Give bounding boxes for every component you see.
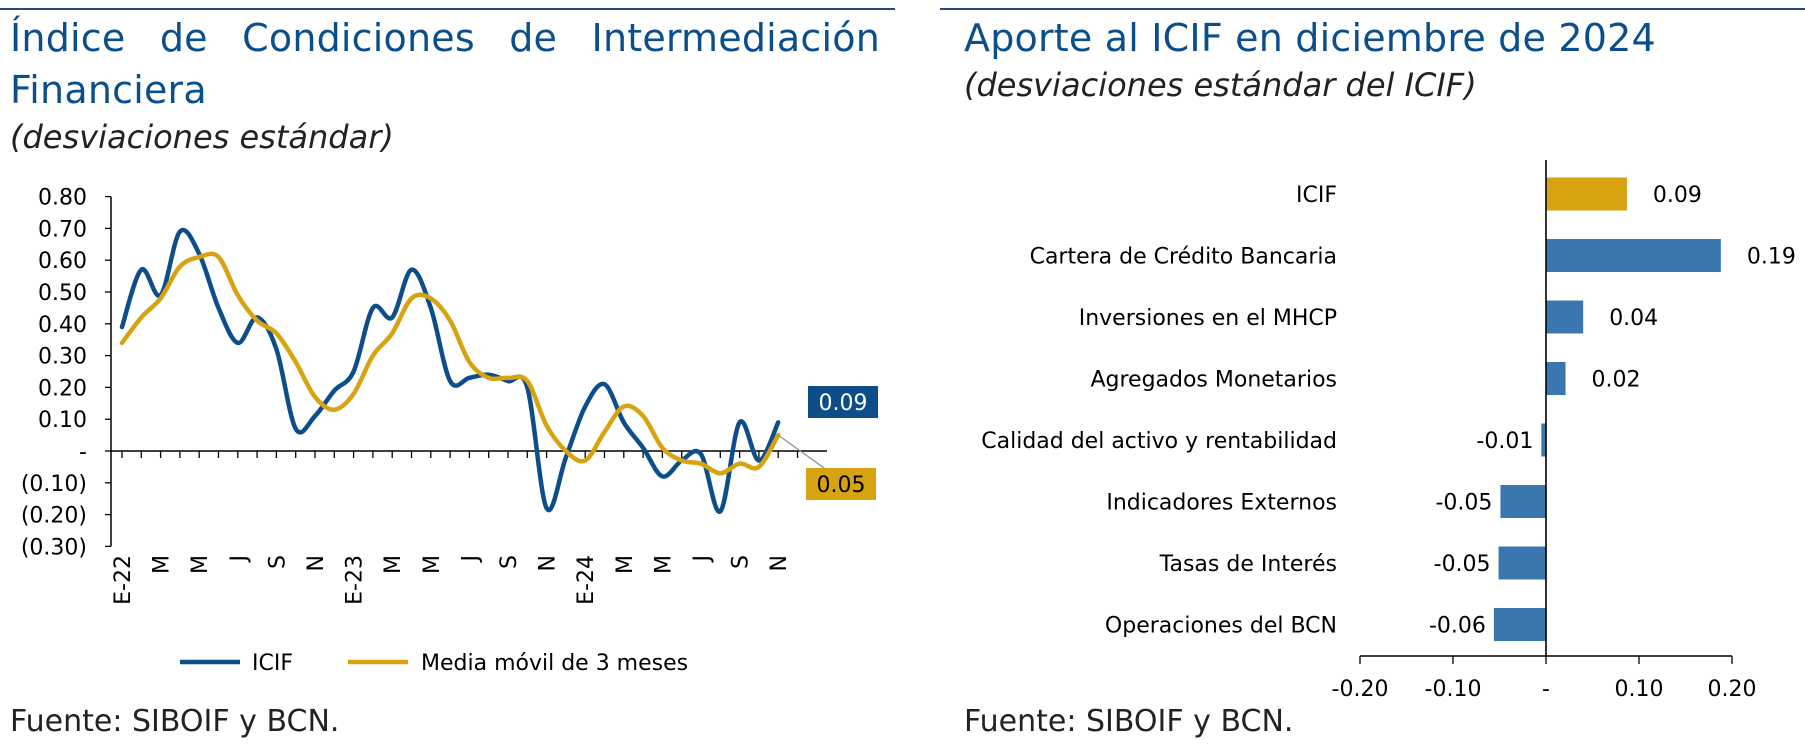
value-label: 0.04 <box>1609 306 1658 331</box>
bar <box>1541 423 1546 457</box>
value-label: -0.05 <box>1434 552 1491 577</box>
right-top-rule <box>940 8 1805 10</box>
x-tick-label: N <box>767 555 792 571</box>
left-source-note: Fuente: SIBOIF y BCN. <box>10 704 340 739</box>
y-tick-label: (0.10) <box>21 472 87 497</box>
series-line-icif <box>119 227 781 514</box>
x-tick-label: J <box>458 555 483 564</box>
legend-label-moving-average: Media móvil de 3 meses <box>421 651 688 676</box>
x-tick-label: M <box>188 555 213 574</box>
x-tick-label: M <box>150 555 175 574</box>
x-tick-label: N <box>536 555 561 571</box>
y-tick-label: 0.40 <box>38 313 87 338</box>
callout-label-icif: 0.09 <box>819 391 868 416</box>
category-label: Cartera de Crédito Bancaria <box>1030 245 1337 270</box>
left-chart-subtitle: (desviaciones estándar) <box>10 118 394 156</box>
icif-line-chart: 0.80 0.70 0.60 0.50 0.40 0.30 0.20 0.10 - (0.10) (… <box>21 186 878 676</box>
x-tick-label: -0.10 <box>1425 677 1482 702</box>
x-tick-label: E-24 <box>574 555 599 605</box>
value-label: -0.01 <box>1476 429 1533 454</box>
x-tick-label: E-23 <box>343 555 368 605</box>
value-label: 0.02 <box>1592 368 1641 393</box>
y-tick-label: (0.20) <box>21 504 87 529</box>
series-line-moving-average <box>119 251 781 476</box>
left-chart-title: Índice de Condiciones de Intermediación … <box>10 16 880 112</box>
x-tick-label: N <box>304 555 329 571</box>
bar <box>1493 608 1546 641</box>
y-tick-label: - <box>79 440 87 465</box>
bar <box>1500 485 1546 518</box>
x-tick-label: J <box>227 555 252 564</box>
x-tick-label: M <box>613 555 638 574</box>
y-tick-label: 0.70 <box>38 217 87 242</box>
x-tick-label: S <box>497 555 522 569</box>
bar <box>1546 362 1566 395</box>
legend-label-icif: ICIF <box>252 651 293 676</box>
bar <box>1546 239 1721 272</box>
x-tick-label: S <box>265 555 290 569</box>
y-tick-label: 0.60 <box>38 249 87 274</box>
bar <box>1498 546 1546 580</box>
category-label: Inversiones en el MHCP <box>1079 306 1337 331</box>
x-tick-label: -0.20 <box>1332 677 1389 702</box>
right-source-note: Fuente: SIBOIF y BCN. <box>964 704 1294 739</box>
category-label: ICIF <box>1296 183 1337 208</box>
y-tick-label: (0.30) <box>21 535 87 560</box>
value-label: 0.19 <box>1747 245 1796 270</box>
x-tick-label: E-22 <box>111 555 136 605</box>
category-label: Tasas de Interés <box>1159 552 1337 577</box>
x-tick-label: M <box>420 555 445 574</box>
x-tick-label: S <box>729 555 754 569</box>
right-chart-title: Aporte al ICIF en diciembre de 2024 <box>964 16 1656 60</box>
value-label: -0.06 <box>1429 614 1486 639</box>
x-tick-label: - <box>1542 677 1550 702</box>
callout-box-moving-average <box>806 468 876 500</box>
right-panel: Aporte al ICIF en diciembre de 2024 (des… <box>940 0 1805 744</box>
bar <box>1546 300 1584 334</box>
x-tick-label: M <box>381 555 406 574</box>
x-tick-label: M <box>651 555 676 574</box>
category-label: Calidad del activo y rentabilidad <box>981 429 1337 454</box>
x-tick-label: J <box>690 555 715 564</box>
category-label: Operaciones del BCN <box>1105 614 1337 639</box>
left-top-rule <box>0 8 895 10</box>
x-tick-label: 0.20 <box>1708 677 1757 702</box>
callout-label-moving-average: 0.05 <box>817 473 866 498</box>
x-tick-label: 0.10 <box>1615 677 1664 702</box>
y-tick-label: 0.30 <box>38 345 87 370</box>
value-label: 0.09 <box>1653 183 1702 208</box>
bar <box>1546 177 1627 211</box>
y-tick-label: 0.80 <box>38 186 87 211</box>
right-chart-subtitle: (desviaciones estándar del ICIF) <box>964 66 1477 104</box>
left-panel: Índice de Condiciones de Intermediación … <box>0 0 895 744</box>
y-tick-label: 0.50 <box>38 281 87 306</box>
value-label: -0.05 <box>1435 491 1492 516</box>
callout-box-icif <box>808 386 878 418</box>
category-label: Agregados Monetarios <box>1090 368 1337 393</box>
category-label: Indicadores Externos <box>1106 491 1337 516</box>
y-tick-label: 0.10 <box>38 408 87 433</box>
y-tick-label: 0.20 <box>38 376 87 401</box>
